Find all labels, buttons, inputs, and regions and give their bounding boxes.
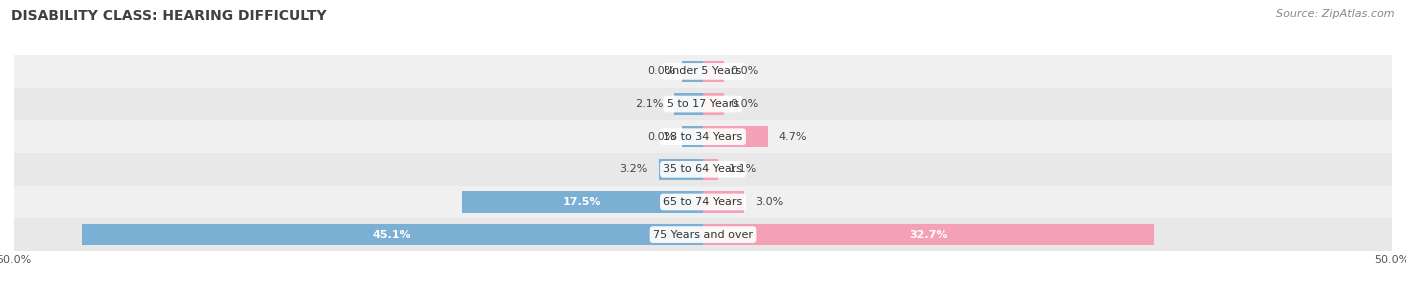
Bar: [703, 61, 724, 82]
Bar: [14, 186, 1392, 218]
Text: 5 to 17 Years: 5 to 17 Years: [666, 99, 740, 109]
Bar: [682, 61, 703, 82]
Bar: [703, 224, 1153, 245]
Text: 0.0%: 0.0%: [647, 132, 675, 142]
Bar: [461, 191, 703, 213]
Text: 17.5%: 17.5%: [564, 197, 602, 207]
Text: 65 to 74 Years: 65 to 74 Years: [664, 197, 742, 207]
Text: Source: ZipAtlas.com: Source: ZipAtlas.com: [1277, 9, 1395, 19]
Bar: [14, 153, 1392, 186]
Bar: [703, 159, 718, 180]
Text: 2.1%: 2.1%: [634, 99, 664, 109]
Bar: [682, 126, 703, 147]
Text: 3.2%: 3.2%: [620, 164, 648, 174]
Text: 35 to 64 Years: 35 to 64 Years: [664, 164, 742, 174]
Bar: [82, 224, 703, 245]
Bar: [703, 93, 724, 115]
Text: 0.0%: 0.0%: [647, 66, 675, 76]
Bar: [703, 191, 744, 213]
Text: 75 Years and over: 75 Years and over: [652, 230, 754, 240]
Bar: [703, 126, 768, 147]
Bar: [14, 88, 1392, 120]
Text: 3.0%: 3.0%: [755, 197, 783, 207]
Text: 18 to 34 Years: 18 to 34 Years: [664, 132, 742, 142]
Bar: [673, 93, 703, 115]
Text: 1.1%: 1.1%: [730, 164, 758, 174]
Text: DISABILITY CLASS: HEARING DIFFICULTY: DISABILITY CLASS: HEARING DIFFICULTY: [11, 9, 326, 23]
Bar: [14, 218, 1392, 251]
Text: 4.7%: 4.7%: [779, 132, 807, 142]
Bar: [14, 55, 1392, 88]
Text: 0.0%: 0.0%: [731, 66, 759, 76]
Bar: [14, 120, 1392, 153]
Text: 45.1%: 45.1%: [373, 230, 412, 240]
Text: 32.7%: 32.7%: [910, 230, 948, 240]
Bar: [659, 159, 703, 180]
Text: 0.0%: 0.0%: [731, 99, 759, 109]
Text: Under 5 Years: Under 5 Years: [665, 66, 741, 76]
